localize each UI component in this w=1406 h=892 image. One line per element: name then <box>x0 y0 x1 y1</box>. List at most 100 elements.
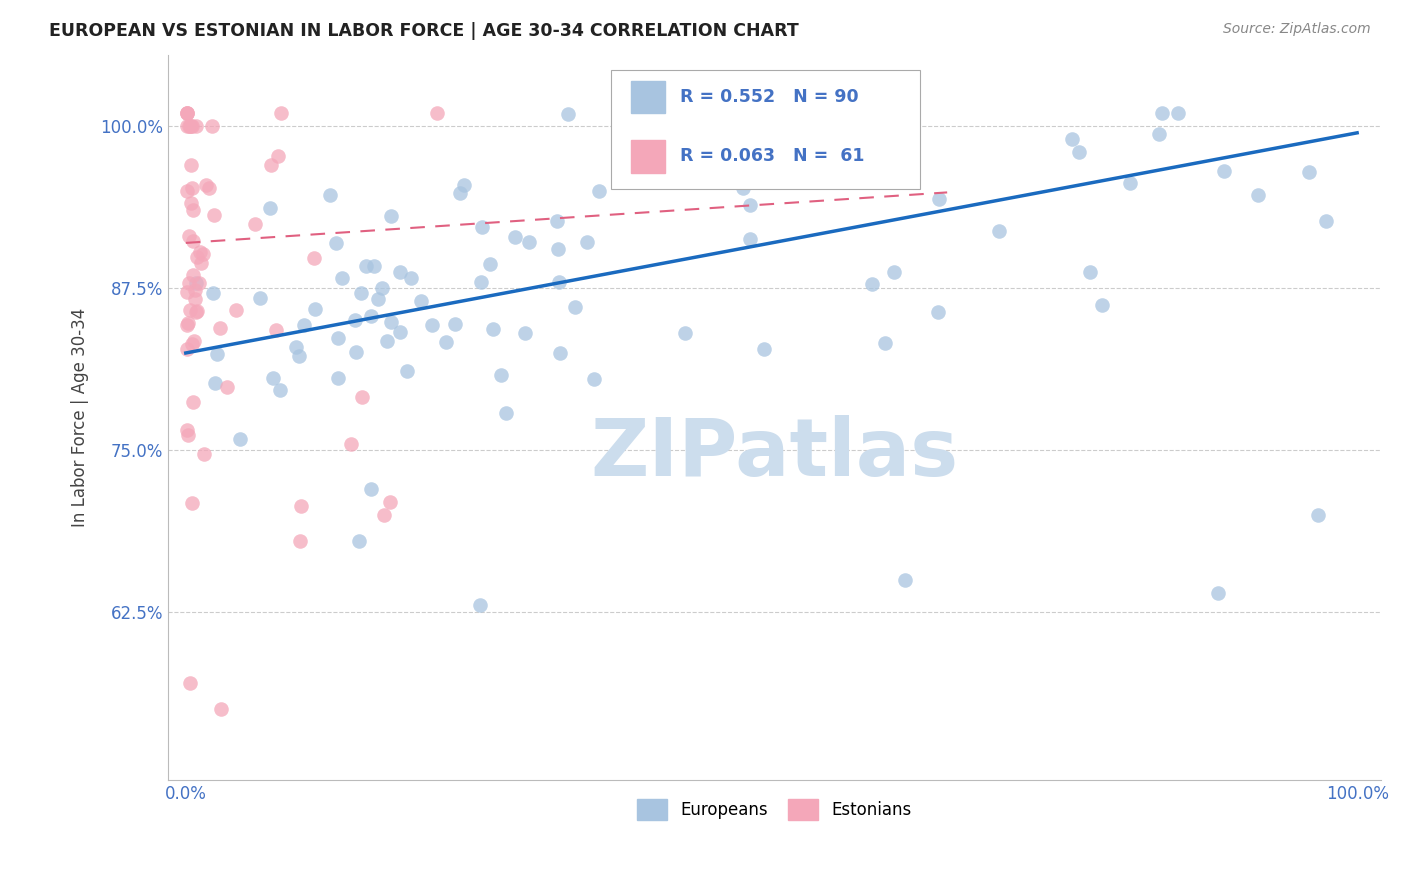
Point <box>1119 176 1142 190</box>
Point <box>547 242 569 256</box>
Text: ZIPatlas: ZIPatlas <box>591 415 959 493</box>
Point <box>269 384 291 398</box>
Point <box>191 247 214 261</box>
Point <box>380 209 402 223</box>
Point <box>738 198 761 212</box>
Point <box>1091 298 1114 312</box>
Point <box>1067 145 1090 160</box>
Point <box>330 271 353 285</box>
Point <box>478 257 501 271</box>
Point <box>292 318 315 333</box>
Point <box>180 158 202 172</box>
Point <box>176 106 198 120</box>
Point <box>1078 265 1101 279</box>
Point <box>468 599 491 613</box>
Point <box>1167 106 1189 120</box>
Point <box>201 286 224 301</box>
Point <box>181 120 204 134</box>
Point <box>453 178 475 193</box>
Point <box>588 184 610 198</box>
Point <box>201 120 224 134</box>
Point <box>575 235 598 249</box>
Point <box>395 364 418 378</box>
Point <box>347 533 370 548</box>
Bar <box>631 80 665 113</box>
Point <box>731 181 754 195</box>
Point <box>1306 508 1329 522</box>
Point <box>370 281 392 295</box>
Point <box>284 340 307 354</box>
Point <box>184 283 207 297</box>
Point <box>1247 187 1270 202</box>
Point <box>190 256 212 270</box>
Point <box>188 245 211 260</box>
Point <box>752 342 775 356</box>
Point <box>181 395 204 409</box>
Point <box>326 371 349 385</box>
Point <box>179 676 201 690</box>
Point <box>176 184 198 198</box>
Point <box>193 446 215 460</box>
Point <box>202 208 225 222</box>
Y-axis label: In Labor Force | Age 30-34: In Labor Force | Age 30-34 <box>72 308 89 527</box>
FancyBboxPatch shape <box>610 70 920 189</box>
Point <box>1298 165 1320 179</box>
Point <box>205 347 228 361</box>
Point <box>409 293 432 308</box>
Point <box>208 321 231 335</box>
Point <box>184 276 207 290</box>
Point <box>471 220 494 235</box>
Point <box>470 275 492 289</box>
Point <box>344 313 367 327</box>
Point <box>349 286 371 301</box>
Point <box>181 234 204 248</box>
Point <box>176 342 198 356</box>
Point <box>209 702 232 716</box>
Point <box>503 230 526 244</box>
Point <box>375 334 398 349</box>
Point <box>928 192 950 206</box>
Point <box>894 573 917 587</box>
Point <box>288 533 311 548</box>
Point <box>875 335 897 350</box>
Point <box>517 235 540 249</box>
Point <box>176 106 198 120</box>
Point <box>204 376 226 390</box>
Point <box>860 277 883 291</box>
Point <box>186 120 208 134</box>
Point <box>489 368 512 383</box>
Point <box>389 264 412 278</box>
Point <box>325 236 347 251</box>
Point <box>176 318 198 332</box>
Point <box>177 120 200 134</box>
Point <box>1149 127 1171 141</box>
Point <box>176 423 198 437</box>
Point <box>184 304 207 318</box>
Point <box>927 305 949 319</box>
Point <box>832 146 855 161</box>
Point <box>181 496 204 510</box>
Point <box>380 315 402 329</box>
Point <box>548 346 571 360</box>
Bar <box>631 140 665 173</box>
Point <box>495 406 517 420</box>
Point <box>872 174 894 188</box>
Point <box>183 268 205 282</box>
Point <box>673 326 696 340</box>
Point <box>1152 106 1174 120</box>
Point <box>988 224 1011 238</box>
Point <box>547 275 569 289</box>
Point <box>177 229 200 244</box>
Text: EUROPEAN VS ESTONIAN IN LABOR FORCE | AGE 30-34 CORRELATION CHART: EUROPEAN VS ESTONIAN IN LABOR FORCE | AG… <box>49 22 799 40</box>
Point <box>352 391 374 405</box>
Point <box>373 508 395 522</box>
Point <box>360 309 382 323</box>
Text: R = 0.552   N = 90: R = 0.552 N = 90 <box>681 87 859 106</box>
Point <box>186 303 208 318</box>
Point <box>339 437 361 451</box>
Point <box>179 120 201 134</box>
Point <box>180 120 202 134</box>
Point <box>290 499 312 513</box>
Point <box>328 331 350 345</box>
Point <box>266 149 288 163</box>
